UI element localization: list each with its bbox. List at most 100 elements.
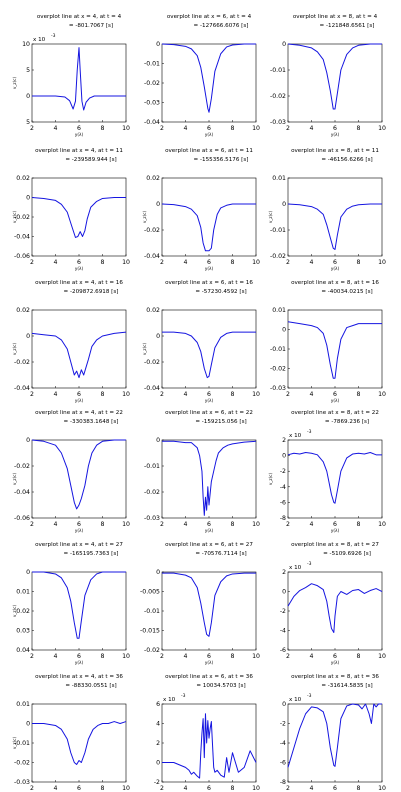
subplot-subtitle: = -121848.6561 [s] [320, 23, 375, 29]
subplot: overplot line at x = 8, at t = 22 = -7869… [268, 410, 386, 533]
x-tick-label: 8 [231, 391, 235, 398]
axes-frame [31, 703, 127, 783]
y-tick-label: -0.03 [270, 385, 286, 392]
x-tick-label: 6 [333, 125, 337, 132]
x-tick-label: 4 [54, 391, 58, 398]
subplot-title: overplot line at x = 8, at t = 22 [291, 410, 379, 416]
x-tick-label: 8 [231, 125, 235, 132]
x-tick-label: 2 [30, 785, 34, 792]
subplot-title: overplot line at x = 6, at t = 16 [165, 280, 253, 286]
x-tick-label: 6 [207, 521, 211, 528]
y-tick-label: -0.04 [144, 385, 160, 392]
subplot-title: overplot line at x = 4, at t = 22 [35, 410, 123, 416]
y-axis-label: v_z(c) [12, 472, 17, 485]
x-tick-label: 4 [310, 785, 314, 792]
subplot-title: overplot line at x = 8, at t = 16 [291, 280, 379, 286]
x-tick-label: 6 [333, 785, 337, 792]
axes-frame [161, 571, 257, 651]
series-line [161, 203, 256, 252]
y-tick-label: -0.015 [140, 628, 160, 635]
y-tick-label: 0 [26, 195, 30, 202]
x-axis-label: y(λ) [205, 528, 214, 533]
axes-frame [287, 571, 383, 651]
series-line [287, 43, 382, 110]
x-tick-label: 8 [101, 391, 105, 398]
x-tick-label: 4 [184, 259, 188, 266]
x-tick-label: 2 [160, 785, 164, 792]
subplot-subtitle: = -127666.6076 [s] [194, 23, 249, 29]
y-tick-label: -0.02 [14, 359, 30, 366]
subplot-subtitle: = -31614.5835 [s] [321, 683, 372, 689]
x-axis-label: y(λ) [331, 266, 340, 271]
series-line [32, 47, 126, 111]
series-line [31, 331, 127, 379]
axes-frame [287, 43, 383, 123]
x-tick-label: 6 [207, 653, 211, 660]
y-tick-label: -2 [280, 721, 286, 728]
x-tick-label: 10 [378, 521, 386, 528]
subplot: overplot line at x = 4, at t = 22 = -3303… [12, 410, 130, 533]
subplot-subtitle: = -155356.5176 [s] [194, 157, 249, 163]
y-tick-label: -0.03 [270, 119, 286, 126]
y-tick-label: 6 [156, 701, 160, 708]
series-line [287, 321, 382, 379]
axes-frame [161, 177, 257, 257]
subplot-title: overplot line at x = 8, at t = 27 [291, 542, 379, 548]
y-tick-label: -0.02 [144, 227, 160, 234]
x-tick-label: 8 [101, 259, 105, 266]
y-tick-label: 2 [156, 740, 160, 747]
y-tick-label: -0.04 [14, 489, 30, 496]
y-tick-label: -0.03 [144, 100, 160, 107]
x-tick-label: 4 [54, 653, 58, 660]
y-tick-label: -0.01 [270, 227, 286, 234]
y-tick-label: -4 [280, 628, 286, 635]
x-tick-label: 6 [207, 785, 211, 792]
x-tick-label: 10 [252, 125, 260, 132]
y-tick-label: 0 [156, 333, 160, 340]
x-tick-label: 2 [286, 391, 290, 398]
x-tick-label: 2 [30, 259, 34, 266]
subplot-title: overplot line at x = 4, at t = 27 [35, 542, 123, 548]
y-axis-label: v_z(c) [142, 342, 147, 355]
subplot-title: overplot line at x = 6, at t = 27 [165, 542, 253, 548]
x-tick-label: 8 [357, 259, 361, 266]
axes-frame [31, 439, 127, 519]
y-tick-label: 0 [26, 721, 30, 728]
subplot-subtitle: = -330383.1648 [s] [64, 419, 119, 425]
y-tick-label: 0 [156, 201, 160, 208]
y-tick-label: -0.02 [270, 93, 286, 100]
x-tick-label: 2 [160, 521, 164, 528]
y-tick-label: 0 [26, 333, 30, 340]
x-tick-label: 4 [54, 785, 58, 792]
x-tick-label: 6 [77, 259, 81, 266]
x-tick-label: 6 [207, 391, 211, 398]
x-axis-label: y(λ) [331, 660, 340, 665]
x-tick-label: 2 [30, 521, 34, 528]
y-tick-label: -0.06 [14, 515, 30, 522]
subplot-subtitle: = -5109.6926 [s] [323, 551, 371, 557]
y-tick-label: -0.03 [144, 515, 160, 522]
y-tick-label: -6 [280, 647, 286, 654]
subplot: overplot line at x = 6, at t = 11 = -1553… [142, 148, 260, 271]
axes-frame [287, 177, 383, 257]
y-tick-label: 2 [282, 437, 286, 444]
subplot: overplot line at x = 6, at t = 4 = -12766… [144, 14, 260, 137]
x-tick-label: 8 [231, 259, 235, 266]
y-tick-label: -0.01 [14, 740, 30, 747]
y-tick-label: 0 [282, 453, 286, 460]
y-tick-label: 0.04 [16, 647, 30, 654]
x-tick-label: 10 [378, 653, 386, 660]
y-tick-label: -0.005 [140, 589, 160, 596]
subplot: overplot line at x = 6, at t = 16 = -5723… [142, 280, 260, 403]
x-tick-label: 10 [378, 785, 386, 792]
series-line [287, 703, 382, 768]
x-tick-label: 8 [231, 521, 235, 528]
subplot-title: overplot line at x = 6, at t = 4 [167, 14, 252, 20]
subplot-title: overplot line at x = 6, at t = 36 [165, 674, 253, 680]
series-line [162, 440, 257, 516]
x-tick-label: 6 [77, 391, 81, 398]
x-tick-label: 10 [378, 125, 386, 132]
x-tick-label: 8 [101, 653, 105, 660]
series-line [32, 571, 126, 639]
